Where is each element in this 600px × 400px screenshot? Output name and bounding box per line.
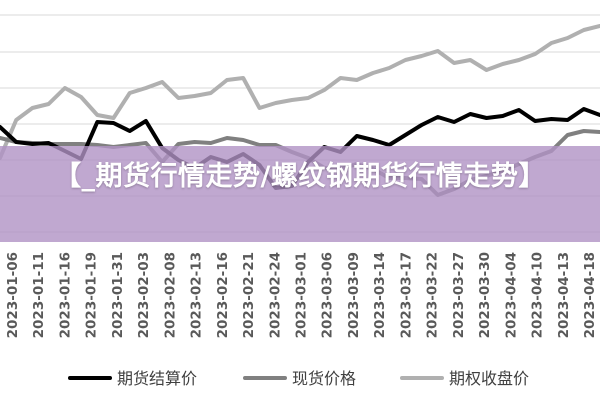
series-line-3 (0, 24, 600, 160)
x-tick-label: 2023-02-16 (215, 252, 231, 338)
x-tick-label: 2023-03-06 (320, 252, 336, 338)
x-tick-label: 2023-02-21 (241, 252, 257, 338)
x-tick-label: 2023-03-30 (477, 252, 493, 338)
x-tick-label: 2023-04-10 (530, 252, 546, 338)
x-tick-label: 2023-03-27 (451, 252, 467, 338)
x-axis-tick-labels: 2023-01-06 2023-01-11 2023-01-16 2023-01-19… (5, 252, 598, 338)
x-tick-label: 2023-04-18 (582, 252, 598, 338)
x-tick-label: 2023-03-09 (346, 252, 362, 338)
x-tick-label: 2023-03-14 (372, 252, 388, 338)
x-tick-label: 2023-02-13 (189, 252, 205, 338)
legend-label-3: 期权收盘价 (449, 369, 529, 388)
x-tick-label: 2023-04-13 (556, 252, 572, 338)
x-tick-label: 2023-02-24 (267, 252, 283, 338)
legend-label-1: 期货结算价 (117, 369, 197, 388)
x-tick-label: 2023-03-17 (398, 252, 414, 338)
x-tick-label: 2023-02-08 (162, 252, 178, 338)
x-tick-label: 2023-01-06 (5, 252, 21, 338)
banner-title: 【_期货行情走势/螺纹钢期货行情走势】 (54, 161, 546, 192)
chart-legend: 期货结算价 现货价格 期权收盘价 (68, 369, 529, 388)
title-banner: 【_期货行情走势/螺纹钢期货行情走势】 (0, 146, 600, 242)
x-tick-label: 2023-04-04 (503, 252, 519, 338)
x-tick-label: 2023-01-11 (31, 252, 47, 338)
x-tick-label: 2023-01-31 (110, 252, 126, 338)
x-tick-label: 2023-01-19 (84, 252, 100, 338)
x-tick-label: 2023-01-16 (58, 252, 74, 338)
x-tick-label: 2023-02-03 (136, 252, 152, 338)
x-tick-label: 2023-03-22 (425, 252, 441, 338)
legend-label-2: 现货价格 (292, 369, 356, 388)
x-tick-label: 2023-03-01 (294, 252, 310, 338)
